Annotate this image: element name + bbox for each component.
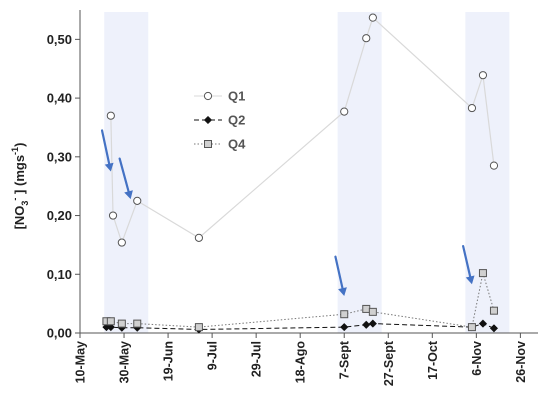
x-tick-label: 17-Oct bbox=[426, 340, 440, 380]
shaded-period-3 bbox=[465, 12, 510, 333]
y-axis-label-part: ] (mgs bbox=[12, 155, 27, 198]
legend-marker bbox=[204, 140, 212, 148]
annotation-arrow-1 bbox=[100, 129, 114, 172]
data-point-q1 bbox=[194, 233, 204, 242]
data-point-q4 bbox=[467, 323, 476, 332]
data-point-q1 bbox=[467, 103, 477, 113]
series-line-q4 bbox=[106, 272, 495, 328]
y-tick-label: 0,40 bbox=[47, 91, 72, 106]
y-axis-label-part: ) bbox=[12, 143, 27, 147]
y-tick-label: 0,30 bbox=[47, 149, 72, 164]
x-tick-label: 30-May bbox=[118, 341, 132, 383]
x-tick-label: 10-May bbox=[74, 341, 88, 383]
data-point-q1 bbox=[108, 211, 118, 220]
data-point-q1 bbox=[117, 238, 126, 247]
arrow-shaft bbox=[100, 129, 111, 165]
data-point-q4 bbox=[106, 317, 115, 326]
data-point-q4 bbox=[194, 323, 203, 332]
data-point-q2 bbox=[368, 319, 378, 328]
legend-label: Q1 bbox=[228, 89, 245, 104]
arrow-head bbox=[465, 275, 475, 285]
data-point-q2 bbox=[489, 324, 499, 333]
annotation-arrow-2 bbox=[118, 157, 133, 200]
arrow-shaft bbox=[334, 255, 344, 290]
data-point-q4 bbox=[117, 319, 126, 328]
legend-item-q2: Q2 bbox=[194, 113, 245, 128]
data-point-q4 bbox=[362, 304, 371, 313]
x-tick-label: 27-Sept bbox=[382, 340, 396, 386]
data-point-q1 bbox=[478, 71, 488, 80]
y-tick-label: 0,20 bbox=[47, 208, 72, 223]
x-tick-label: 6-Nov bbox=[470, 341, 484, 376]
shaded-period-1 bbox=[104, 12, 149, 333]
y-tick-label: 0,50 bbox=[47, 32, 72, 47]
series-group bbox=[102, 13, 499, 334]
arrow-head bbox=[124, 190, 133, 200]
x-tick-label: 7-Sept bbox=[338, 340, 352, 379]
data-point-q1 bbox=[362, 34, 371, 43]
axes: 0,00 0,10 0,20 0,30 0,40 0,50 10-May 30-May 19-J… bbox=[47, 10, 538, 386]
legend-label: Q2 bbox=[228, 113, 245, 128]
data-point-q2 bbox=[478, 319, 488, 328]
x-tick-label: 19-Jun bbox=[162, 341, 176, 381]
shaded-period-2 bbox=[337, 12, 382, 333]
arrow-head bbox=[338, 287, 347, 297]
series-q2 bbox=[102, 319, 499, 334]
annotation-arrow-3 bbox=[334, 255, 347, 297]
x-tick-label: 29-Jul bbox=[250, 341, 264, 377]
legend-marker bbox=[203, 115, 213, 125]
y-axis-label-part: 3 bbox=[20, 201, 30, 206]
y-axis-label: [NO3- ] (mgs-1) bbox=[10, 143, 30, 230]
y-axis-label-part: -1 bbox=[10, 147, 20, 155]
y-axis-label-part: [NO bbox=[12, 206, 27, 230]
legend: Q1 Q2 Q4 bbox=[194, 89, 246, 152]
arrow-head bbox=[104, 162, 114, 172]
annotation-arrows bbox=[100, 129, 475, 297]
series-q4 bbox=[102, 269, 498, 332]
series-q1 bbox=[106, 13, 499, 247]
data-point-q1 bbox=[133, 196, 142, 205]
data-point-q1 bbox=[489, 161, 499, 170]
x-tick-label: 9-Jul bbox=[206, 341, 220, 370]
data-point-q4 bbox=[340, 310, 349, 319]
y-axis-label-part: - bbox=[10, 198, 20, 201]
data-point-q2 bbox=[362, 320, 371, 329]
data-point-q4 bbox=[133, 319, 142, 328]
data-point-q1 bbox=[340, 107, 349, 116]
data-point-q1 bbox=[106, 111, 115, 120]
legend-label: Q4 bbox=[228, 137, 246, 152]
legend-marker bbox=[203, 91, 213, 101]
x-tick-label: 26-Nov bbox=[514, 341, 528, 383]
arrow-shaft bbox=[462, 244, 472, 278]
arrow-shaft bbox=[118, 157, 130, 193]
legend-item-q4: Q4 bbox=[194, 137, 246, 152]
series-line-q2 bbox=[106, 323, 495, 330]
data-point-q4 bbox=[368, 307, 377, 316]
y-tick-label: 0,00 bbox=[47, 326, 72, 341]
annotation-arrow-4 bbox=[462, 244, 475, 285]
data-point-q2 bbox=[340, 322, 349, 332]
legend-item-q1: Q1 bbox=[194, 89, 245, 104]
x-tick-label: 18-Ago bbox=[294, 341, 308, 384]
data-point-q1 bbox=[368, 13, 377, 22]
shaded-periods bbox=[104, 12, 510, 333]
data-point-q4 bbox=[489, 306, 498, 315]
y-tick-label: 0,10 bbox=[47, 267, 72, 282]
series-line-q1 bbox=[110, 16, 495, 245]
data-point-q4 bbox=[478, 269, 487, 278]
